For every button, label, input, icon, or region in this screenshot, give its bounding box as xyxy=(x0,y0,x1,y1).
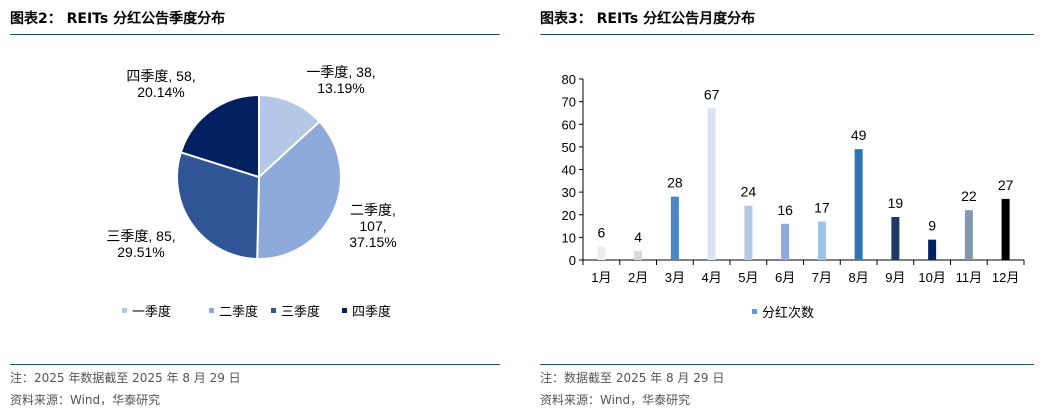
x-tick-label: 1月 xyxy=(591,270,611,285)
pie-legend-item: 一季度 xyxy=(122,304,171,319)
pie-slice-2 xyxy=(256,120,342,260)
bar-3 xyxy=(670,196,679,260)
bar-legend-label: 分红次数 xyxy=(762,305,814,320)
quarterly-distribution-panel: 图表2： REITs 分红公告季度分布 一季度, 38, 13.19% 二季度, 10… xyxy=(0,0,510,412)
bar-legend-swatch xyxy=(752,309,757,314)
pie-legend-item: 三季度 xyxy=(271,304,320,319)
bar-data-label: 67 xyxy=(704,86,720,102)
bar-data-label: 19 xyxy=(888,195,904,211)
pie-legend-item: 二季度 xyxy=(209,304,258,319)
pie-legend-swatch xyxy=(122,308,127,313)
pie-legend-item: 四季度 xyxy=(342,304,391,319)
bar-6 xyxy=(781,223,790,260)
footer-divider xyxy=(10,364,500,365)
pie-legend-label: 四季度 xyxy=(352,304,391,319)
pie-legend-label: 一季度 xyxy=(132,304,171,319)
footer-divider xyxy=(540,364,1034,365)
bar-chart-source: 资料来源：Wind，华泰研究 xyxy=(540,393,691,407)
pie-data-label: 20.14% xyxy=(137,84,184,100)
pie-chart-title: 图表2： REITs 分红公告季度分布 xyxy=(10,11,226,27)
pie-slice-3 xyxy=(176,151,261,261)
bar-7 xyxy=(817,221,826,260)
bar-10 xyxy=(928,239,937,260)
y-tick-label: 70 xyxy=(562,95,576,110)
x-tick-label: 9月 xyxy=(885,270,905,285)
pie-data-label: 三季度, 85, xyxy=(106,228,175,244)
x-tick-label: 2月 xyxy=(628,270,648,285)
bar-8 xyxy=(854,149,863,260)
y-tick-label: 60 xyxy=(562,117,576,132)
bar-data-label: 6 xyxy=(597,224,605,240)
bar-chart-title: 图表3： REITs 分红公告月度分布 xyxy=(540,11,756,27)
pie-legend-swatch xyxy=(342,308,347,313)
y-tick-label: 20 xyxy=(562,208,576,223)
bar-2 xyxy=(634,250,643,260)
pie-data-label: 37.15% xyxy=(349,234,396,250)
pie-data-label: 13.19% xyxy=(317,80,364,96)
y-tick-label: 10 xyxy=(562,230,576,245)
bar-data-label: 16 xyxy=(777,202,793,218)
pie-chart: 一季度, 38,13.19% 二季度,107,37.15% 三季度, 85,29.5… xyxy=(106,64,396,319)
x-tick-label: 4月 xyxy=(702,270,722,285)
y-tick-label: 0 xyxy=(569,253,576,268)
bar-data-label: 22 xyxy=(961,188,977,204)
pie-chart-note: 注：2025 年数据截至 2025 年 8 月 29 日 xyxy=(10,371,241,385)
x-tick-label: 6月 xyxy=(775,270,795,285)
x-tick-label: 5月 xyxy=(738,270,758,285)
bar-data-label: 27 xyxy=(998,177,1014,193)
x-tick-label: 12月 xyxy=(992,270,1019,285)
pie-slice-1 xyxy=(258,93,321,180)
x-tick-label: 8月 xyxy=(849,270,869,285)
y-tick-label: 40 xyxy=(562,163,576,178)
title-divider xyxy=(540,34,1034,35)
pie-data-label: 107, xyxy=(359,218,386,234)
x-tick-label: 11月 xyxy=(956,270,983,285)
y-tick-label: 80 xyxy=(562,72,576,87)
pie-data-label: 一季度, 38, xyxy=(306,64,375,80)
bar-12 xyxy=(1001,198,1010,260)
bar-data-label: 24 xyxy=(741,184,757,200)
title-divider xyxy=(10,34,500,35)
bar-11 xyxy=(964,210,973,260)
bar-data-label: 4 xyxy=(634,229,642,245)
x-tick-label: 3月 xyxy=(665,270,685,285)
bar-data-label: 17 xyxy=(814,200,830,216)
pie-data-label: 四季度, 58, xyxy=(126,68,195,84)
pie-chart-source: 资料来源：Wind，华泰研究 xyxy=(10,393,161,407)
pie-legend-label: 三季度 xyxy=(281,304,320,319)
bar-5 xyxy=(744,205,753,260)
x-tick-label: 10月 xyxy=(918,270,945,285)
pie-data-label: 二季度, xyxy=(350,202,396,218)
bar-chart: 0 10 20 30 40 50 60 70 80 6 1月 4 2月 28 3月 67 4月 24 5月 16 6月 1… xyxy=(562,72,1025,320)
pie-data-label: 29.51% xyxy=(117,244,164,260)
bar-1 xyxy=(597,246,606,260)
y-tick-label: 30 xyxy=(562,185,576,200)
pie-legend-label: 二季度 xyxy=(219,304,258,319)
x-tick-label: 7月 xyxy=(812,270,832,285)
y-tick-label: 50 xyxy=(562,140,576,155)
pie-legend-swatch xyxy=(271,308,276,313)
pie-legend-swatch xyxy=(209,308,214,313)
bar-data-label: 28 xyxy=(667,175,683,191)
bar-data-label: 49 xyxy=(851,127,867,143)
bar-legend-item: 分红次数 xyxy=(752,305,814,320)
bar-data-label: 9 xyxy=(928,218,936,234)
bar-9 xyxy=(891,217,900,260)
bar-4 xyxy=(707,108,716,260)
pie-slice-4 xyxy=(179,93,260,179)
bar-chart-note: 注：数据截至 2025 年 8 月 29 日 xyxy=(540,371,725,385)
monthly-distribution-panel: 图表3： REITs 分红公告月度分布 0 10 20 30 40 50 60 70 80 6 1月… xyxy=(530,0,1044,412)
